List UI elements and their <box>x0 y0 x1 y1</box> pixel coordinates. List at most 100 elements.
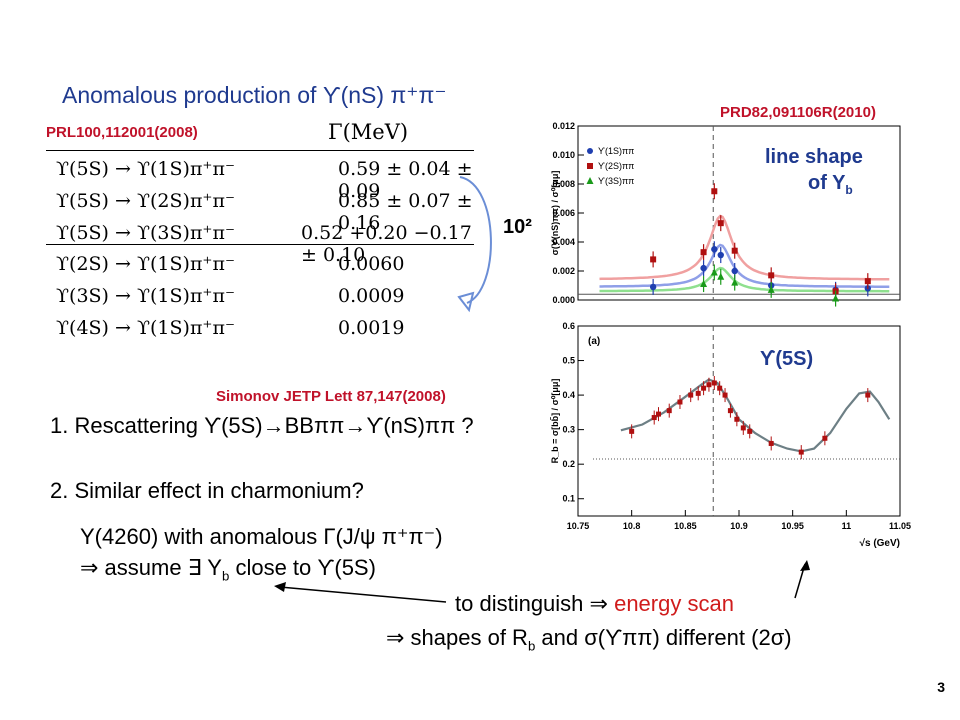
data-point-1s <box>700 264 707 272</box>
data-point-1s <box>717 251 724 259</box>
rb-data-point <box>822 435 828 441</box>
slide-title: Anomalous production of ϒ(nS) π⁺π⁻ <box>62 82 447 108</box>
shapes-line: ⇒ shapes of Rb and σ(ϒππ) different (2σ) <box>386 625 792 653</box>
panel-tag: (a) <box>588 336 600 347</box>
line-shape-label-of-y: of Y <box>808 172 846 194</box>
bottom-plot-area: 0.1 0.2 0.3 0.4 0.5 0.6 10.75 10.8 10.85 10.9 10.9… <box>550 321 911 549</box>
y5s-label: ϒ(5S) <box>760 348 814 370</box>
table-header-width: Γ(MeV) <box>328 120 409 144</box>
table-width: 0.52 +0.20 −0.17 ± 0.10 <box>301 222 472 266</box>
table-row: ϒ(3S) → ϒ(1S)π⁺π⁻ 0.0009 <box>46 280 474 312</box>
y-axis-label: R_b = σ[bb̄] / σ⁰[μμ] <box>550 379 560 464</box>
pointer-arrows <box>274 560 810 603</box>
cross-section-plot: 0.000 0.002 0.004 0.006 0.008 0.010 0.012 σ(ϒ(n… <box>550 121 901 307</box>
shapes-text: ⇒ shapes of R <box>386 625 528 650</box>
y-tick-label: 0.2 <box>562 459 575 469</box>
rb-data-point <box>798 449 804 455</box>
table-process: ϒ(5S) → ϒ(3S)π⁺π⁻ <box>56 222 235 244</box>
x-tick-label: 11.05 <box>889 521 911 531</box>
rb-data-point <box>688 392 694 398</box>
top-plot-area: 0.000 0.002 0.004 0.006 0.008 0.010 0.012 σ(ϒ(n… <box>550 121 901 307</box>
table-width: 0.0060 <box>338 253 405 275</box>
table-process: ϒ(2S) → ϒ(1S)π⁺π⁻ <box>56 253 235 275</box>
y-tick-label: 0.000 <box>552 295 575 305</box>
rb-data-point <box>656 411 661 417</box>
rb-data-point <box>722 392 728 398</box>
rb-data-point <box>727 408 733 414</box>
x-tick-label: 10.95 <box>781 521 804 531</box>
distinguish-prefix: to distinguish ⇒ <box>455 591 615 616</box>
table-width: 0.0009 <box>338 285 405 307</box>
table-process: ϒ(5S) → ϒ(2S)π⁺π⁻ <box>56 190 235 212</box>
table-row: ϒ(4S) → ϒ(1S)π⁺π⁻ 0.0019 <box>46 312 474 344</box>
y-tick-label: 0.3 <box>562 425 575 435</box>
legend-marker-2s <box>587 163 593 169</box>
assume-line: ⇒ assume ∃ Yb close to ϒ(5S) <box>80 555 376 583</box>
rb-data-point <box>865 392 871 398</box>
data-point-2s <box>768 272 775 279</box>
fit-curve <box>599 214 890 281</box>
arrow-to-yb-head-icon <box>274 582 286 592</box>
rb-data-point <box>701 385 707 391</box>
data-point-1s <box>731 267 738 275</box>
table-width: 0.0019 <box>338 317 405 339</box>
table-mid-rule <box>46 244 474 245</box>
y-tick-label: 0.5 <box>562 356 575 366</box>
y-tick-label: 0.006 <box>552 208 575 218</box>
rb-data-point <box>740 425 746 431</box>
reference-prd: PRD82,091106R(2010) <box>720 104 876 121</box>
table-row: ϒ(5S) → ϒ(2S)π⁺π⁻ 0.85 ± 0.07 ± 0.16 <box>46 185 474 234</box>
rb-data-point <box>711 380 717 386</box>
distinguish-line: to distinguish ⇒ energy scan <box>455 591 734 617</box>
legend-label: ϒ(3S)ππ <box>598 176 634 186</box>
legend-marker-1s <box>587 148 593 154</box>
data-point-3s <box>731 278 739 286</box>
page-number: 3 <box>937 679 945 695</box>
reference-prl: PRL100,112001(2008) <box>46 124 198 141</box>
table-row: ϒ(2S) → ϒ(1S)π⁺π⁻ 0.0060 <box>46 248 474 280</box>
data-point-3s <box>767 285 775 293</box>
y-tick-label: 0.008 <box>552 179 575 189</box>
assume-text: ⇒ assume ∃ Y <box>80 555 222 580</box>
rb-data-point <box>717 385 723 391</box>
table-row: ϒ(5S) → ϒ(1S)π⁺π⁻ 0.59 ± 0.04 ± 0.09 <box>46 153 474 202</box>
rb-data-point <box>768 440 774 446</box>
rb-data-point <box>677 399 683 405</box>
curved-arrow-icon <box>457 176 492 313</box>
data-point-2s <box>711 188 718 195</box>
y4260-line: Y(4260) with anomalous Γ(J/ψ π⁺π⁻) <box>80 524 443 549</box>
y-tick-label: 0.002 <box>552 266 575 276</box>
arrow-to-plot-head-icon <box>800 560 810 571</box>
table-process: ϒ(5S) → ϒ(1S)π⁺π⁻ <box>56 158 235 180</box>
reference-simonov: Simonov JETP Lett 87,147(2008) <box>216 388 446 405</box>
y-tick-label: 0.4 <box>562 390 575 400</box>
data-point-2s <box>700 249 707 256</box>
table-width: 0.59 ± 0.04 ± 0.09 <box>338 158 473 202</box>
y-tick-label: 0.012 <box>552 121 575 131</box>
legend-label: ϒ(2S)ππ <box>598 161 634 171</box>
point-charmonium: 2. Similar effect in charmonium? <box>50 478 364 503</box>
line-shape-label-2: of Yb <box>808 172 853 197</box>
shapes-tail: and σ(ϒππ) different (2σ) <box>535 625 792 650</box>
data-point-3s <box>700 280 708 288</box>
assume-tail: close to ϒ(5S) <box>229 555 376 580</box>
y-axis-label: σ(ϒ(nS)ππ) / σ⁰[μμ] <box>550 171 560 256</box>
rb-data-point <box>629 428 635 434</box>
data-point-2s <box>864 278 871 285</box>
x-tick-label: 10.9 <box>730 521 748 531</box>
rb-data-point <box>695 390 701 396</box>
shapes-sub: b <box>527 638 536 654</box>
fit-curve <box>599 266 890 293</box>
line-shape-label-sub: b <box>845 183 853 197</box>
rb-data-point <box>706 382 712 388</box>
point-rescattering: 1. Rescattering ϒ(5S)→BBππ→ϒ(nS)ππ ? <box>50 413 474 438</box>
data-point-1s <box>649 283 657 291</box>
rb-data-point <box>734 416 740 422</box>
table-top-rule <box>46 150 474 151</box>
arrow-to-yb-line <box>279 586 447 603</box>
rb-data-point <box>747 428 753 434</box>
legend-marker-3s <box>586 177 594 184</box>
data-point-2s <box>650 256 657 263</box>
data-point-3s <box>717 272 725 280</box>
y-tick-label: 0.004 <box>552 237 575 247</box>
